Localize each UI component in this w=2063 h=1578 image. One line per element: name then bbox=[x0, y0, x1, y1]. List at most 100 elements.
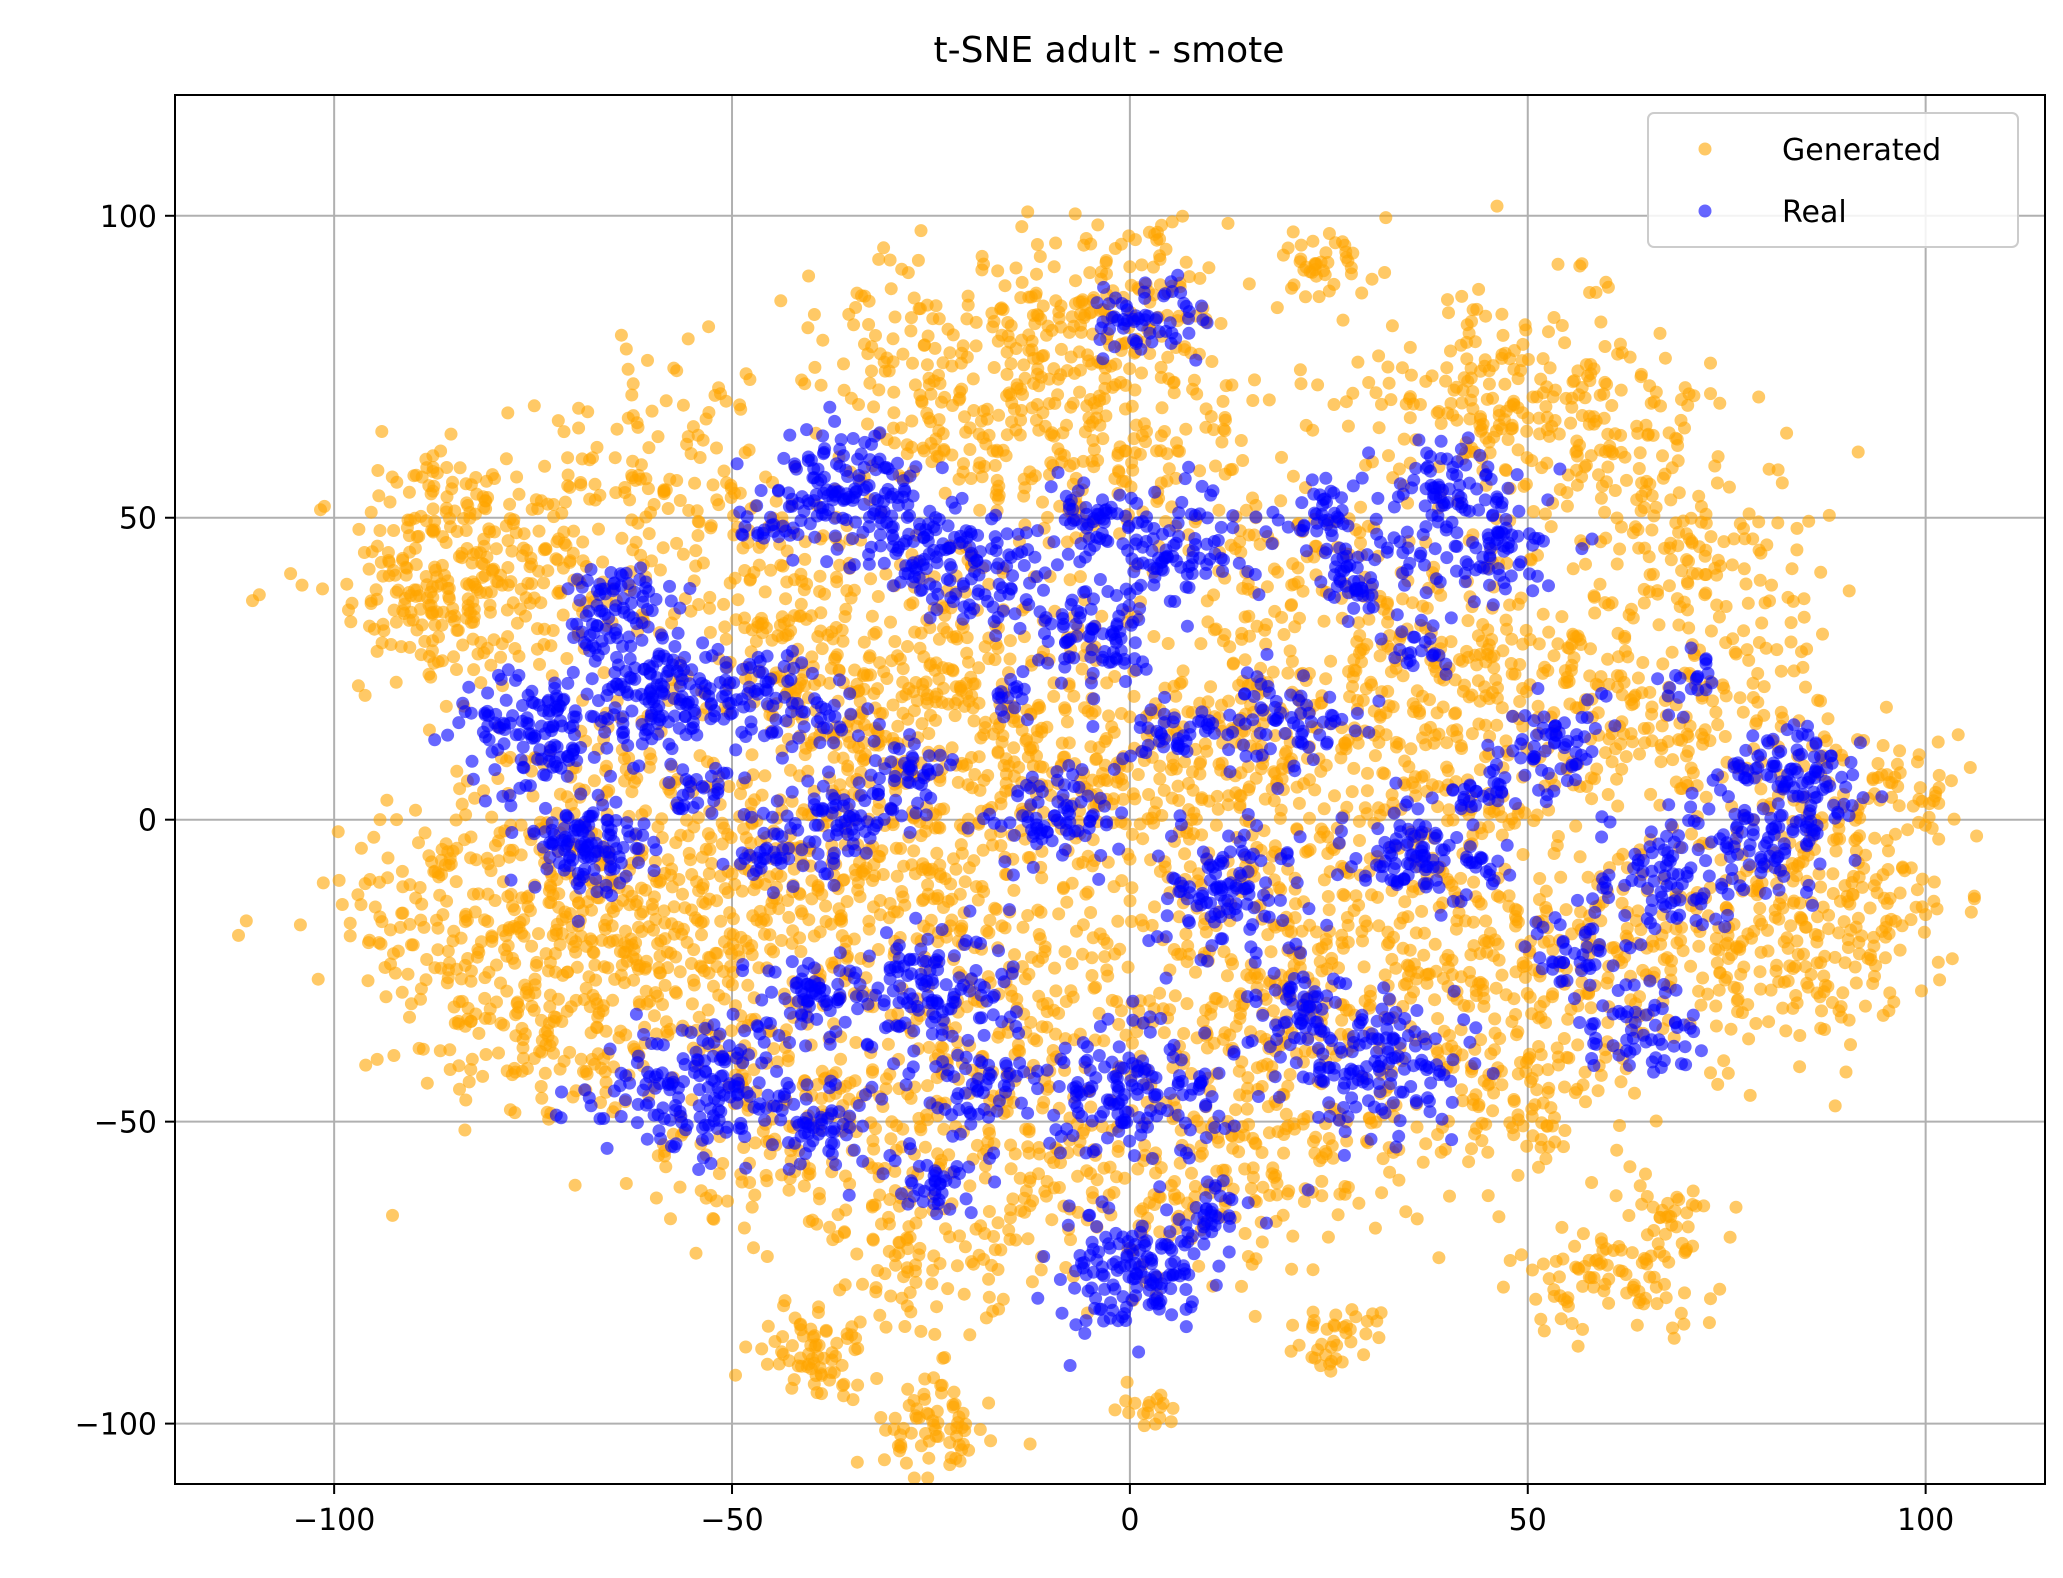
point-generated bbox=[717, 597, 731, 611]
point-generated bbox=[1511, 597, 1525, 611]
point-generated bbox=[1357, 960, 1371, 974]
point-generated bbox=[1244, 1181, 1258, 1195]
point-generated bbox=[1710, 568, 1724, 582]
point-generated bbox=[1369, 386, 1383, 400]
point-generated bbox=[1504, 399, 1518, 413]
point-generated bbox=[1406, 697, 1420, 711]
point-generated bbox=[815, 642, 829, 656]
point-generated bbox=[873, 894, 887, 907]
point-generated bbox=[1353, 834, 1366, 847]
point-generated bbox=[450, 663, 463, 676]
point-generated bbox=[657, 904, 671, 918]
point-generated bbox=[1780, 426, 1794, 440]
point-generated bbox=[1690, 567, 1704, 581]
point-generated bbox=[1442, 803, 1456, 817]
point-generated bbox=[1784, 616, 1798, 630]
point-generated bbox=[904, 1305, 918, 1319]
point-generated bbox=[1490, 199, 1504, 213]
point-generated bbox=[448, 1016, 462, 1030]
point-generated bbox=[568, 1178, 582, 1192]
point-generated bbox=[466, 548, 480, 561]
point-generated bbox=[904, 311, 918, 325]
point-generated bbox=[1007, 769, 1021, 783]
point-generated bbox=[1472, 282, 1486, 296]
point-generated bbox=[1176, 209, 1189, 223]
point-generated bbox=[982, 1123, 996, 1137]
point-generated bbox=[955, 382, 969, 396]
point-generated bbox=[1047, 362, 1061, 376]
point-generated bbox=[1047, 1003, 1061, 1017]
point-generated bbox=[998, 279, 1012, 293]
point-generated bbox=[1498, 463, 1512, 477]
point-generated bbox=[1428, 937, 1442, 951]
point-generated bbox=[1652, 618, 1666, 632]
point-generated bbox=[1733, 691, 1747, 705]
point-generated bbox=[1790, 521, 1804, 535]
point-generated bbox=[1710, 598, 1724, 612]
point-generated bbox=[898, 1320, 912, 1333]
point-generated bbox=[1059, 995, 1073, 1008]
point-generated bbox=[1037, 1095, 1051, 1109]
point-generated bbox=[1067, 689, 1081, 703]
point-generated bbox=[959, 676, 973, 690]
point-generated bbox=[999, 752, 1013, 766]
point-generated bbox=[1425, 369, 1439, 383]
point-generated bbox=[1212, 503, 1226, 517]
point-generated bbox=[331, 825, 345, 839]
point-generated bbox=[831, 1208, 845, 1222]
point-generated bbox=[1242, 528, 1256, 542]
point-generated bbox=[1460, 644, 1474, 658]
point-generated bbox=[1162, 462, 1176, 476]
point-generated bbox=[864, 572, 878, 586]
point-generated bbox=[406, 938, 420, 952]
point-generated bbox=[525, 939, 539, 953]
point-generated bbox=[516, 549, 529, 563]
point-generated bbox=[808, 360, 822, 374]
point-generated bbox=[1153, 252, 1167, 266]
point-generated bbox=[1362, 612, 1376, 626]
point-generated bbox=[1324, 654, 1338, 668]
point-generated bbox=[1752, 390, 1766, 404]
point-generated bbox=[525, 999, 539, 1013]
point-generated bbox=[882, 1244, 896, 1258]
point-generated bbox=[1161, 350, 1175, 364]
point-generated bbox=[549, 552, 563, 566]
point-generated bbox=[929, 656, 943, 670]
point-generated bbox=[734, 787, 747, 801]
point-generated bbox=[1579, 557, 1592, 571]
point-generated bbox=[1746, 532, 1760, 546]
point-generated bbox=[681, 430, 695, 444]
point-generated bbox=[916, 441, 930, 455]
point-generated bbox=[1214, 317, 1228, 330]
point-generated bbox=[510, 470, 524, 484]
point-generated bbox=[1600, 377, 1614, 391]
point-generated bbox=[1614, 428, 1628, 442]
point-generated bbox=[709, 1194, 723, 1208]
point-generated bbox=[492, 854, 506, 868]
point-generated bbox=[1585, 792, 1599, 806]
point-generated bbox=[981, 769, 995, 782]
point-generated bbox=[1656, 449, 1669, 463]
point-generated bbox=[1547, 649, 1561, 663]
point-generated bbox=[950, 1259, 964, 1273]
point-generated bbox=[1150, 444, 1164, 458]
point-generated bbox=[1618, 631, 1632, 645]
point-generated bbox=[770, 867, 784, 881]
point-generated bbox=[824, 917, 838, 931]
point-generated bbox=[992, 408, 1006, 422]
point-generated bbox=[1461, 614, 1475, 628]
point-generated bbox=[1026, 308, 1040, 322]
point-generated bbox=[1477, 991, 1491, 1005]
point-generated bbox=[649, 1191, 663, 1205]
point-generated bbox=[343, 929, 357, 943]
point-generated bbox=[1285, 654, 1299, 668]
point-generated bbox=[478, 991, 492, 1005]
point-generated bbox=[1208, 991, 1222, 1005]
point-generated bbox=[538, 1026, 552, 1040]
point-generated bbox=[551, 992, 565, 1006]
point-generated bbox=[1021, 1232, 1035, 1246]
point-generated bbox=[1128, 792, 1142, 806]
point-generated bbox=[1620, 473, 1633, 487]
point-generated bbox=[557, 536, 571, 550]
point-generated bbox=[1382, 376, 1396, 390]
